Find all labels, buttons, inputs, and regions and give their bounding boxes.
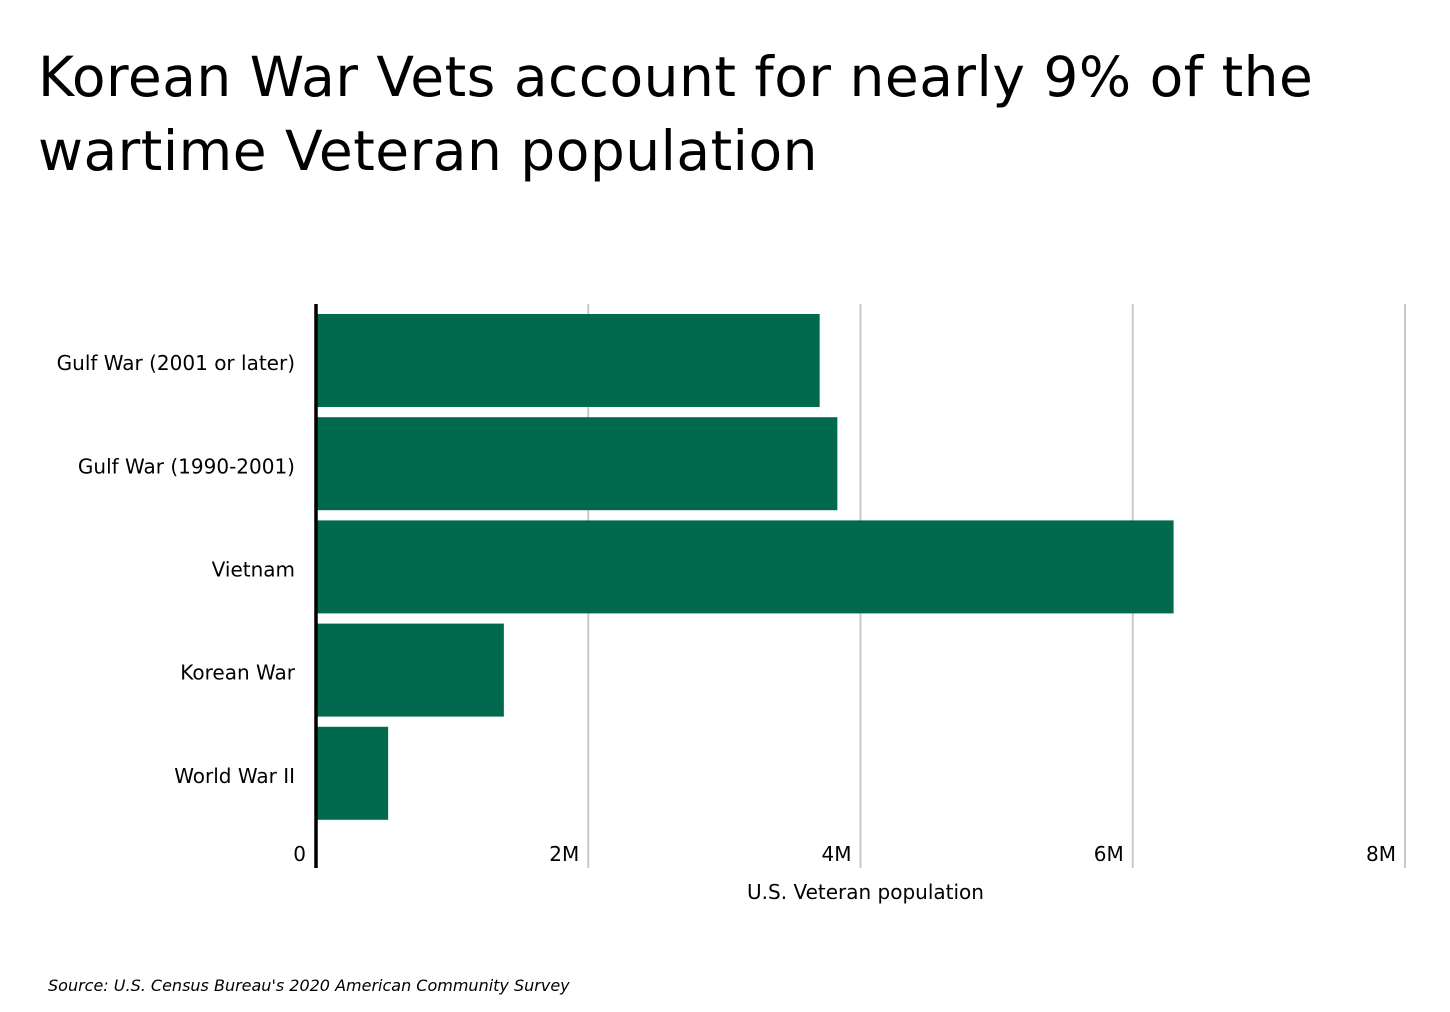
bar [316, 417, 838, 511]
y-tick-label: World War II [174, 764, 295, 788]
bar [316, 623, 504, 717]
bar [316, 520, 1174, 614]
bar [316, 726, 389, 820]
x-tick-label: 8M [1366, 842, 1396, 866]
chart-title: Korean War Vets account for nearly 9% of… [38, 40, 1428, 188]
bar-chart: Gulf War (2001 or later) Gulf War (1990-2… [57, 304, 1406, 904]
x-axis-label: U.S. Veteran population [747, 880, 984, 904]
y-tick-label: Vietnam [212, 558, 295, 582]
x-tick-label: 0 [293, 842, 306, 866]
bar [316, 314, 820, 407]
x-tick-label: 2M [549, 842, 579, 866]
y-tick-label: Korean War [180, 661, 295, 685]
y-tick-label: Gulf War (2001 or later) [57, 351, 295, 375]
source-note: Source: U.S. Census Bureau's 2020 Americ… [48, 976, 570, 995]
chart-title-line-1: Korean War Vets account for nearly 9% of… [38, 45, 1314, 109]
chart-title-line-2: wartime Veteran population [38, 119, 818, 183]
y-tick-label: Gulf War (1990-2001) [78, 454, 295, 478]
x-tick-label: 6M [1094, 842, 1124, 866]
x-tick-label: 4M [822, 842, 852, 866]
